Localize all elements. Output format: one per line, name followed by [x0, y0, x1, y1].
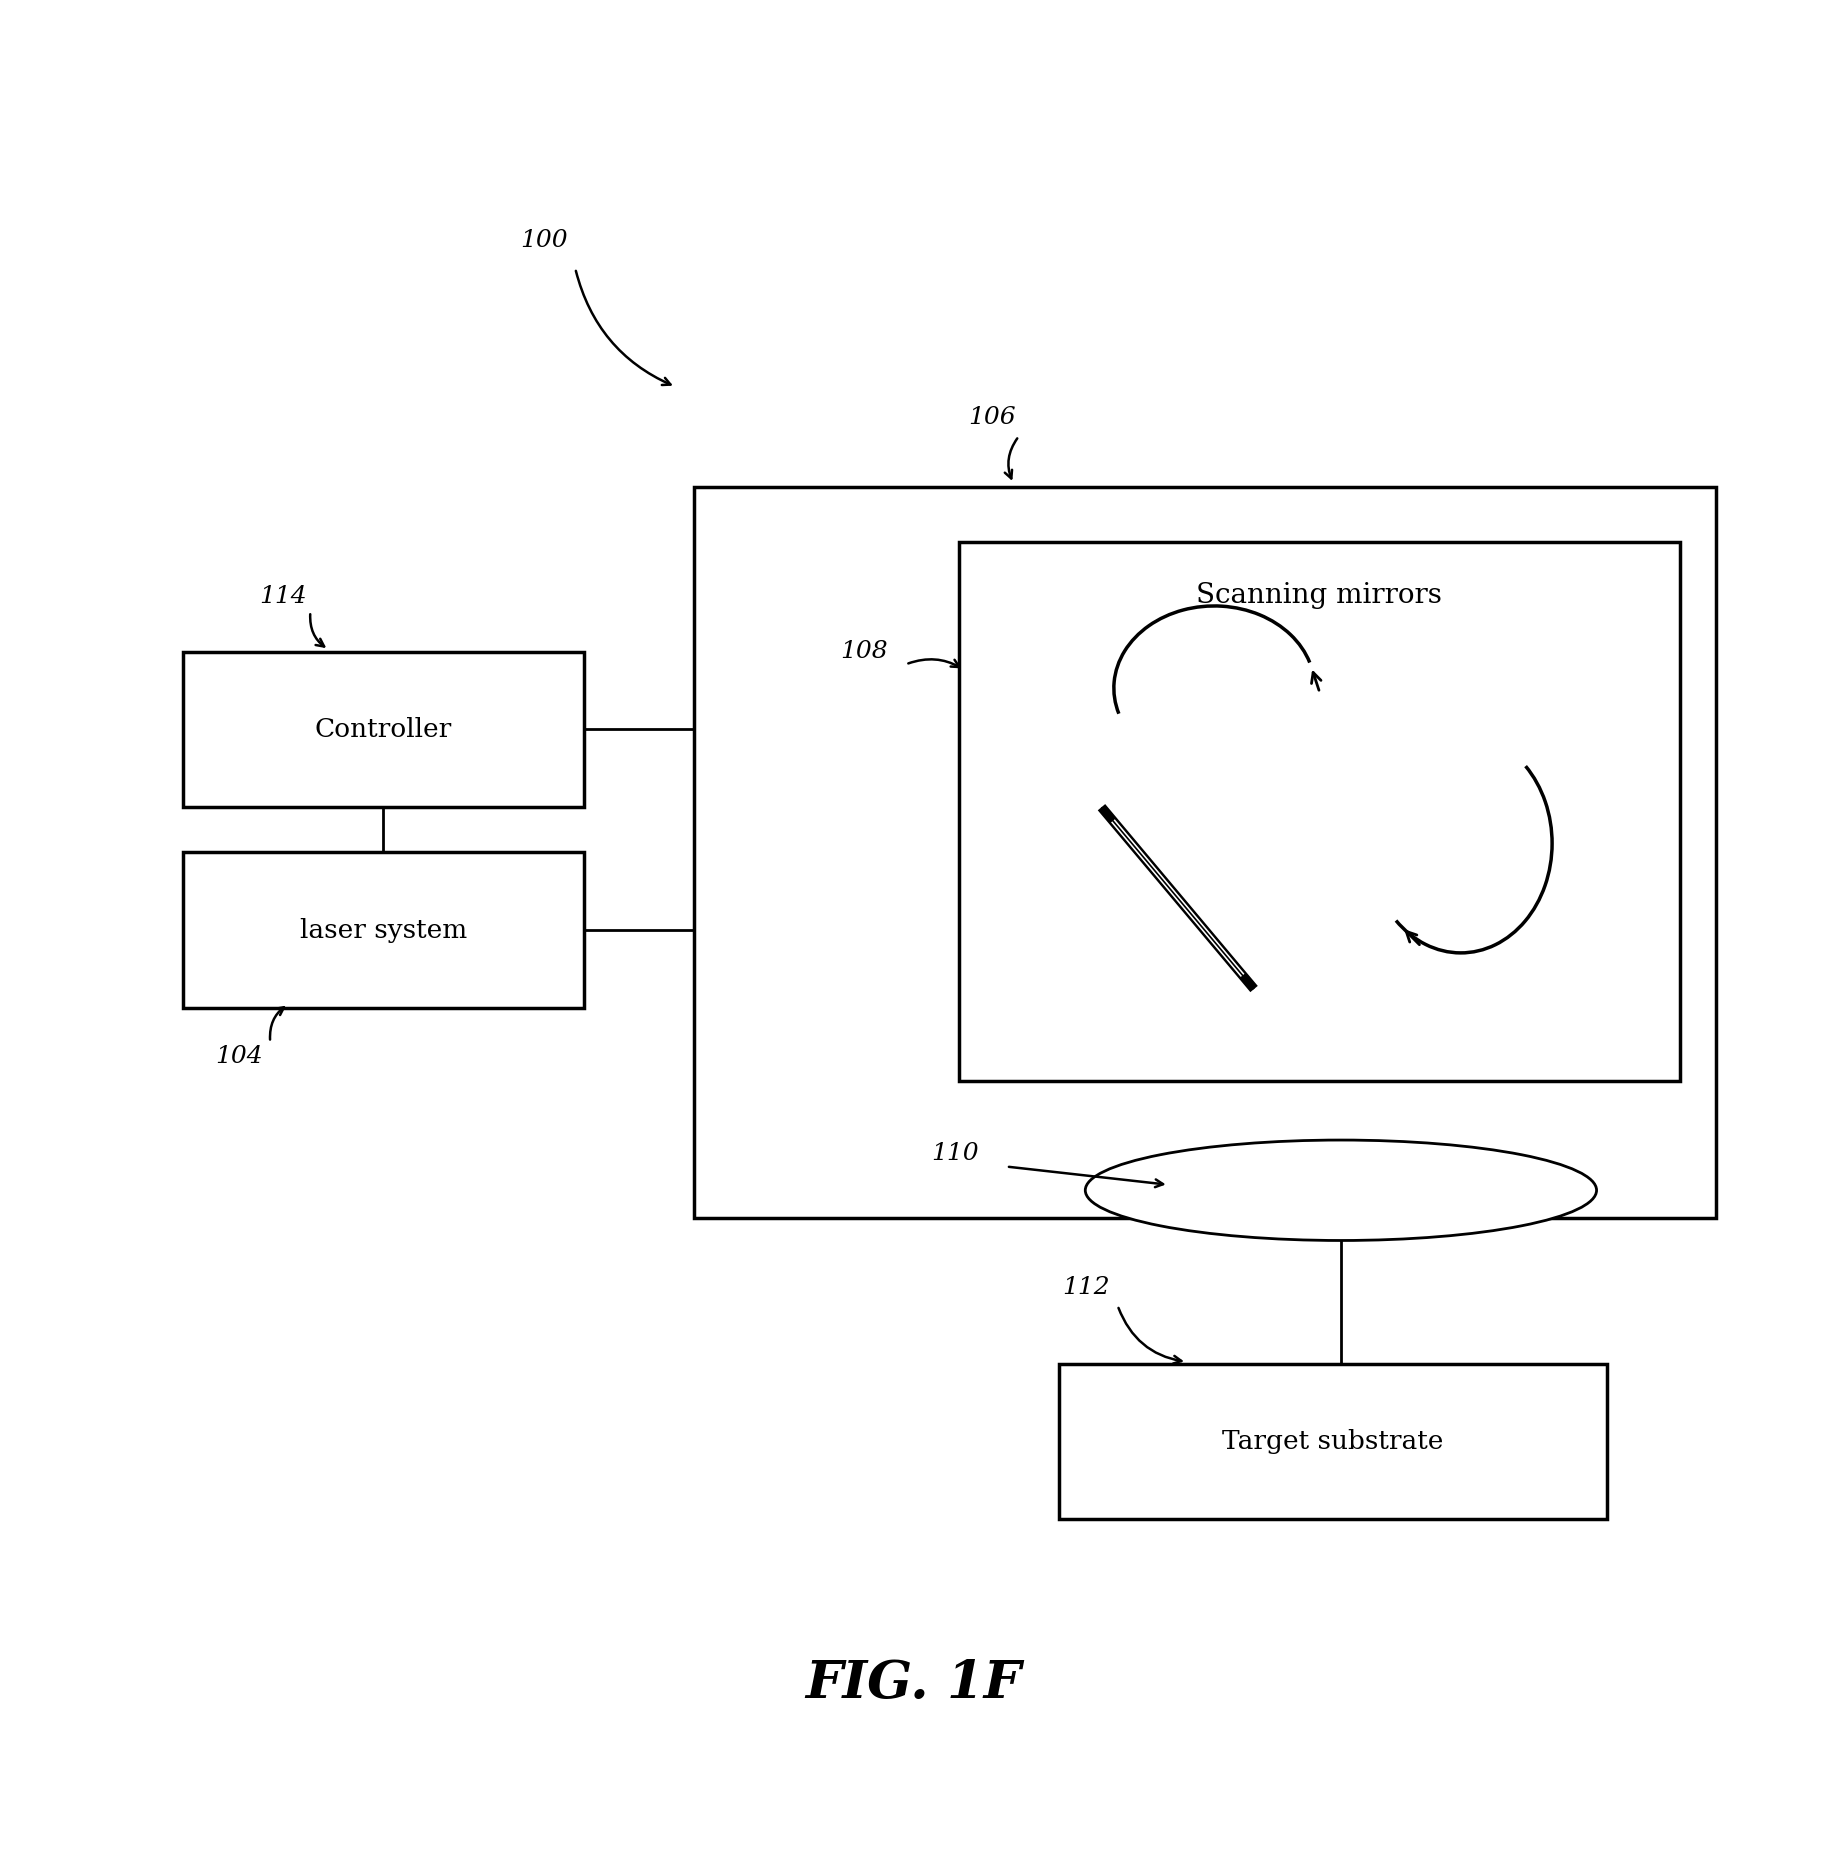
Ellipse shape [1085, 1140, 1596, 1240]
Text: 106: 106 [968, 407, 1015, 429]
Text: 114: 114 [259, 585, 307, 609]
Bar [183, 652, 584, 807]
Bar [694, 487, 1716, 1218]
Text: laser system: laser system [299, 918, 467, 942]
Text: Controller: Controller [314, 716, 453, 742]
Bar [959, 542, 1680, 1081]
Text: Scanning mirrors: Scanning mirrors [1196, 583, 1443, 609]
Text: 100: 100 [520, 230, 568, 252]
Text: FIG. 1F: FIG. 1F [805, 1658, 1021, 1708]
Text: 112: 112 [1063, 1275, 1110, 1299]
Bar [1059, 1364, 1607, 1520]
Text: 110: 110 [931, 1142, 979, 1166]
Bar [183, 853, 584, 1007]
Text: 104: 104 [215, 1046, 263, 1068]
Text: 108: 108 [840, 640, 887, 663]
Text: Target substrate: Target substrate [1222, 1429, 1444, 1453]
